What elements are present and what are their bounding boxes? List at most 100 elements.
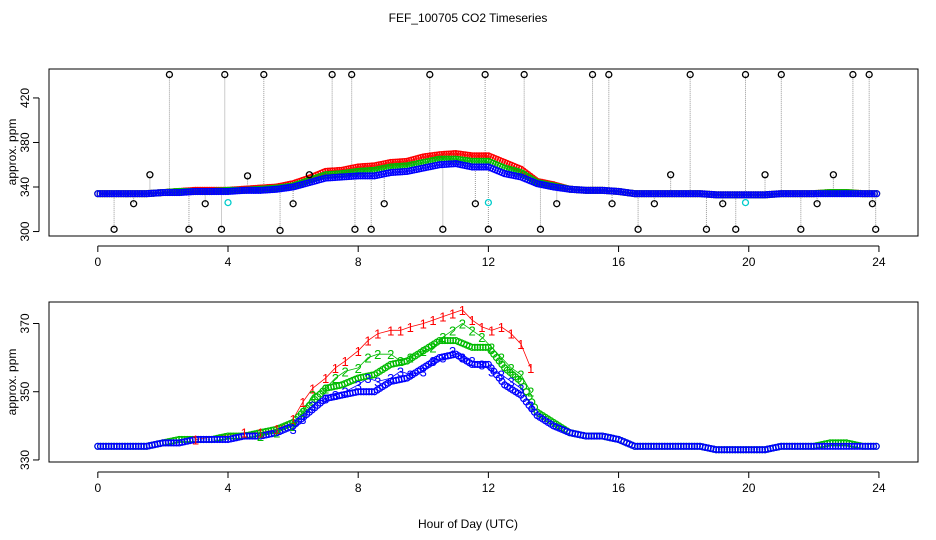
series-3-marker: 3 [342, 385, 349, 400]
series-1-marker: 1 [289, 412, 296, 427]
outlier-point [732, 225, 740, 233]
outlier-point [484, 225, 493, 233]
series-2-marker: 2 [364, 351, 371, 366]
calibration-point [484, 198, 493, 207]
series-3-point [256, 186, 265, 194]
series-3-point [868, 190, 876, 198]
series-3-marker: 3 [527, 398, 534, 413]
series-3-point [712, 191, 720, 199]
series-1-marker: 1 [429, 313, 436, 328]
series-3-point [673, 190, 681, 198]
series-3-point [96, 190, 104, 198]
series-3-point [482, 360, 490, 369]
series-3-point [115, 190, 123, 198]
series-3-point [840, 190, 848, 198]
series-3-point [219, 187, 227, 196]
series-3-point [331, 173, 339, 182]
series-3-point [577, 186, 585, 194]
series-3-marker: 3 [397, 364, 404, 379]
series-1-marker: 1 [508, 327, 515, 342]
series-3-point [570, 185, 578, 194]
series-2-marker: 2 [322, 381, 329, 396]
outlier-point [634, 225, 642, 233]
outlier-point [328, 70, 336, 79]
series-3-point [103, 190, 111, 198]
series-3-point [131, 190, 139, 198]
series-3-point [580, 186, 588, 194]
series-3-point [354, 172, 362, 180]
series-3-point [726, 191, 734, 199]
series-3-point [687, 190, 695, 198]
series-1-marker: 1 [478, 320, 485, 335]
series-3-point [470, 163, 479, 171]
y-tick-label: 350 [18, 381, 32, 401]
series-2-point [482, 343, 490, 351]
series-3-point [252, 186, 260, 194]
series-3-point [268, 185, 276, 194]
series-1-line [195, 309, 532, 440]
series-3-point [201, 187, 209, 196]
series-3-point [605, 187, 613, 195]
series-2-marker: 2 [488, 340, 495, 355]
series-1-marker: 1 [397, 323, 404, 338]
series-3-marker: 3 [299, 412, 306, 427]
bottom-panel-frame [48, 301, 919, 463]
series-3-marker: 3 [429, 354, 436, 369]
series-3-point [735, 191, 744, 199]
series-1-marker: 1 [449, 306, 456, 321]
series-3-point [691, 190, 699, 198]
series-3-point [240, 186, 248, 194]
series-2-marker: 2 [257, 429, 264, 444]
series-3-point [129, 190, 137, 198]
series-3-point [217, 187, 225, 196]
series-3-point [775, 190, 783, 198]
series-3-point [870, 190, 878, 198]
series-3-point [243, 186, 251, 194]
series-1-marker: 1 [322, 371, 329, 386]
series-3-marker: 3 [459, 351, 466, 366]
series-2-marker: 2 [420, 344, 427, 359]
outlier-point [797, 225, 805, 233]
series-3-point [647, 190, 655, 198]
series-1-marker: 1 [527, 361, 534, 376]
series-2-marker: 2 [397, 354, 404, 369]
series-3-marker: 3 [508, 374, 515, 389]
x-tick-label: 8 [355, 481, 362, 495]
series-3-point [163, 188, 172, 197]
y-tick-label: 380 [18, 132, 32, 152]
series-3-point [603, 187, 611, 195]
outlier-point [165, 70, 174, 79]
series-3-point [689, 190, 697, 198]
series-3-point [584, 186, 592, 194]
series-3-marker: 3 [387, 371, 394, 386]
series-3-point [154, 189, 162, 197]
y-tick-label: 330 [18, 450, 32, 470]
top-panel-y-axis: 300 340 380 420 [18, 88, 40, 242]
series-3-point [747, 191, 755, 199]
series-3-point [596, 186, 604, 194]
outlier-point [666, 171, 675, 179]
series-3-point [263, 186, 272, 194]
series-3-point [363, 172, 372, 180]
series-3-point [342, 173, 351, 181]
series-3-point [122, 190, 130, 198]
series-3-point [359, 172, 367, 180]
series-3-point [184, 188, 193, 196]
series-3-point [738, 191, 746, 199]
x-axis-label: Hour of Day (UTC) [418, 517, 518, 531]
series-3-point [170, 188, 179, 197]
top-panel-points [94, 70, 881, 235]
outlier-point [110, 225, 118, 233]
outlier-point [588, 70, 597, 79]
series-3-point [717, 191, 725, 199]
series-1-marker: 1 [273, 422, 280, 437]
series-3-point [438, 160, 446, 169]
series-3-point [852, 190, 860, 198]
outlier-point [481, 70, 489, 79]
series-3-point [398, 168, 406, 176]
series-3-point [136, 190, 144, 198]
series-3-point [835, 190, 844, 198]
series-3-point [791, 190, 799, 198]
series-3-point [659, 190, 667, 198]
